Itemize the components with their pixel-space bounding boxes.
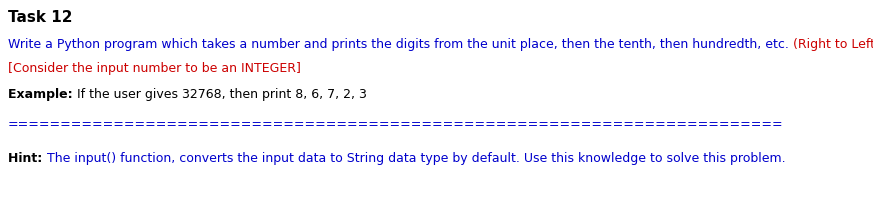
Text: If the user gives 32768, then print 8, 6, 7, 2, 3: If the user gives 32768, then print 8, 6… <box>77 88 367 101</box>
Text: (Right to Left): (Right to Left) <box>793 38 873 51</box>
Text: Task 12: Task 12 <box>8 10 72 25</box>
Text: Hint:: Hint: <box>8 152 46 165</box>
Text: Example:: Example: <box>8 88 77 101</box>
Text: =========================================================================: ========================================… <box>8 118 784 131</box>
Text: The input() function, converts the input data to String data type by default. Us: The input() function, converts the input… <box>46 152 785 165</box>
Text: [Consider the input number to be an INTEGER]: [Consider the input number to be an INTE… <box>8 62 301 75</box>
Text: Write a Python program which takes a number and prints the digits from the unit : Write a Python program which takes a num… <box>8 38 793 51</box>
